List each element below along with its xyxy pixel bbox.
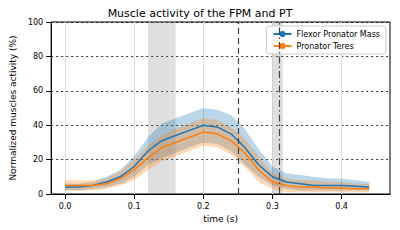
svg-text:60: 60: [33, 86, 43, 95]
svg-text:40: 40: [33, 121, 43, 130]
svg-text:time (s): time (s): [203, 214, 238, 224]
svg-text:Flexor Pronator Mass: Flexor Pronator Mass: [297, 30, 381, 39]
svg-text:Pronator Teres: Pronator Teres: [297, 42, 354, 51]
svg-text:Muscle activity of the FPM and: Muscle activity of the FPM and PT: [108, 7, 293, 20]
svg-text:0.0: 0.0: [59, 202, 72, 211]
svg-text:0.2: 0.2: [197, 202, 210, 211]
svg-text:Normalized muscles activity (%: Normalized muscles activity (%): [8, 35, 18, 180]
svg-text:0.3: 0.3: [266, 202, 279, 211]
svg-text:20: 20: [33, 155, 43, 164]
svg-text:0: 0: [38, 190, 43, 199]
svg-text:0.1: 0.1: [128, 202, 141, 211]
svg-text:80: 80: [33, 52, 43, 61]
svg-text:0.4: 0.4: [335, 202, 348, 211]
svg-text:100: 100: [28, 18, 43, 27]
